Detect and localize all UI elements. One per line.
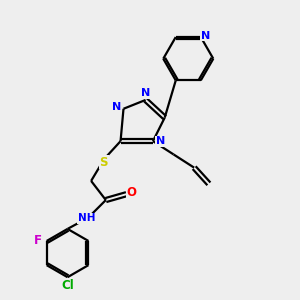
Text: NH: NH — [78, 213, 95, 223]
Text: N: N — [112, 102, 122, 112]
Text: Cl: Cl — [61, 279, 74, 292]
Text: N: N — [141, 88, 150, 98]
Text: O: O — [127, 186, 137, 199]
Text: N: N — [156, 136, 165, 146]
Text: S: S — [100, 156, 108, 169]
Text: N: N — [201, 31, 210, 40]
Text: F: F — [34, 235, 42, 248]
